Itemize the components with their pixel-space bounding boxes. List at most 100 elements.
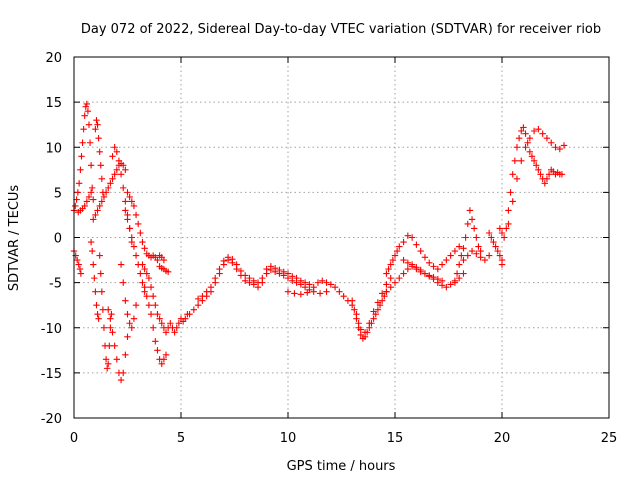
data-point-plus <box>505 207 512 214</box>
data-point-plus <box>254 279 262 286</box>
data-point-plus <box>451 247 459 255</box>
data-point-plus <box>535 126 542 133</box>
data-point-plus <box>120 369 127 377</box>
data-point-plus <box>451 279 459 286</box>
data-point-plus <box>82 103 89 110</box>
data-point-plus <box>447 252 454 259</box>
data-point-plus <box>77 270 85 277</box>
data-point-plus <box>408 234 416 241</box>
data-point-plus <box>374 306 382 313</box>
data-point-plus <box>473 234 480 241</box>
data-point-plus <box>263 265 270 273</box>
data-point-plus <box>297 291 305 298</box>
y-tick-label: -20 <box>41 412 62 427</box>
data-point-plus <box>139 261 146 268</box>
data-point-plus <box>77 166 84 174</box>
data-point-plus <box>357 331 364 339</box>
data-point-plus <box>535 166 542 174</box>
data-point-plus <box>212 274 219 282</box>
data-point-plus <box>124 333 131 340</box>
y-tick-label: 20 <box>45 51 62 66</box>
grid-lines <box>74 57 609 418</box>
data-point-plus <box>87 162 95 169</box>
data-point-plus <box>141 283 148 291</box>
data-point-plus <box>477 247 484 255</box>
data-point-plus <box>74 189 82 196</box>
data-point-plus <box>304 289 311 296</box>
x-tick-label: 15 <box>387 431 404 446</box>
data-point-plus <box>175 320 183 327</box>
data-point-plus <box>528 153 536 160</box>
data-point-plus <box>503 225 510 232</box>
data-point-plus <box>105 184 112 192</box>
data-point-plus <box>111 342 118 349</box>
data-point-plus <box>447 281 454 288</box>
data-point-plus <box>139 279 146 286</box>
data-point-plus <box>391 252 399 259</box>
data-point-plus <box>460 270 467 277</box>
data-point-plus <box>271 264 279 272</box>
data-point-plus <box>83 100 91 108</box>
data-point-plus <box>194 301 202 309</box>
data-point-plus <box>507 189 514 196</box>
data-point-plus <box>509 198 516 205</box>
data-point-plus <box>128 324 135 331</box>
data-point-plus <box>115 157 123 164</box>
data-point-plus <box>396 274 403 282</box>
data-point-plus <box>107 324 114 331</box>
data-point-plus <box>400 256 407 264</box>
data-point-plus <box>485 229 493 237</box>
data-point-plus <box>500 234 508 241</box>
data-point-plus <box>530 127 538 135</box>
data-point-plus <box>117 171 125 178</box>
x-tick-label: 0 <box>70 431 78 446</box>
data-point-plus <box>162 329 170 336</box>
data-point-plus <box>126 320 133 327</box>
data-point-plus <box>331 283 339 291</box>
data-point-plus <box>366 320 373 327</box>
data-point-plus <box>490 238 497 246</box>
data-point-plus <box>464 220 471 228</box>
data-point-plus <box>466 207 474 214</box>
y-tick-label: 10 <box>45 141 62 156</box>
data-point-plus <box>81 112 88 119</box>
data-point-plus <box>289 273 296 280</box>
data-point-plus <box>141 265 148 273</box>
data-point-plus <box>160 356 168 363</box>
data-point-plus <box>473 250 480 257</box>
data-point-plus <box>456 243 463 250</box>
data-point-plus <box>105 306 112 313</box>
data-point-plus <box>229 255 236 263</box>
data-point-plus <box>207 283 215 291</box>
data-point-plus <box>533 162 540 169</box>
data-point-plus <box>90 261 97 268</box>
y-tick-label: -10 <box>41 322 62 337</box>
data-point-plus <box>560 142 568 149</box>
data-point-plus <box>400 270 407 277</box>
data-point-plus <box>351 306 358 313</box>
data-point-plus <box>106 342 113 349</box>
data-point-plus <box>78 153 85 160</box>
data-point-plus <box>88 184 96 192</box>
data-point-plus <box>75 261 82 268</box>
data-point-plus <box>216 265 223 273</box>
data-point-plus <box>349 297 356 304</box>
data-point-plus <box>130 202 138 210</box>
data-point-plus <box>470 225 478 232</box>
chart-title: Day 072 of 2022, Sidereal Day-to-day VTE… <box>81 22 601 37</box>
data-point-plus <box>92 211 99 219</box>
data-point-plus <box>152 301 159 309</box>
data-point-plus <box>370 315 377 322</box>
data-point-plus <box>284 288 292 295</box>
data-point-plus <box>94 207 101 214</box>
data-point-plus <box>126 225 133 232</box>
data-point-plus <box>154 347 161 354</box>
data-point-plus <box>98 175 106 183</box>
data-point-plus <box>443 283 450 291</box>
data-point-plus <box>485 252 493 259</box>
data-point-plus <box>160 256 168 264</box>
data-point-plus <box>530 157 538 164</box>
data-point-plus <box>75 180 83 187</box>
data-point-plus <box>149 292 157 300</box>
